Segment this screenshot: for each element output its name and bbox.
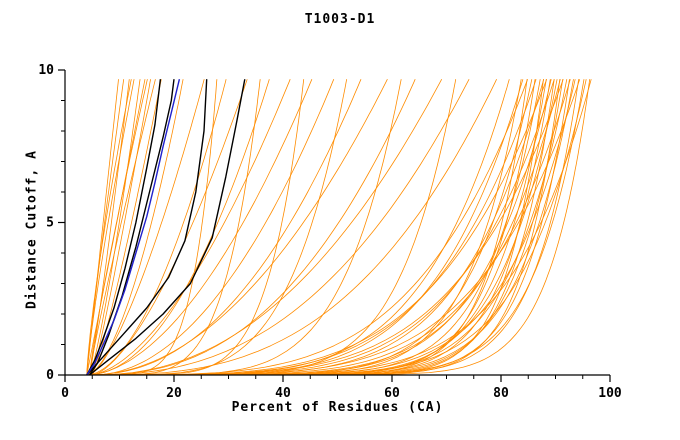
prediction-curve bbox=[92, 79, 552, 376]
prediction-curve bbox=[92, 79, 348, 376]
y-tick-label: 5 bbox=[46, 216, 54, 231]
x-tick-label: 100 bbox=[598, 386, 622, 401]
prediction-curve bbox=[89, 79, 571, 376]
prediction-curve bbox=[86, 79, 270, 376]
black-model-4 bbox=[89, 79, 246, 376]
x-tick-label: 40 bbox=[275, 386, 291, 401]
prediction-curve bbox=[86, 79, 305, 376]
y-tick-label: 10 bbox=[38, 63, 54, 78]
black-model-2 bbox=[88, 79, 175, 376]
prediction-curve bbox=[86, 79, 574, 376]
prediction-curve bbox=[92, 79, 335, 376]
prediction-curve bbox=[89, 79, 388, 376]
prediction-curve bbox=[91, 79, 162, 376]
prediction-curve bbox=[89, 79, 555, 376]
prediction-curve bbox=[86, 79, 591, 376]
prediction-curve bbox=[86, 79, 545, 376]
prediction-curve bbox=[86, 79, 313, 376]
prediction-curve bbox=[89, 79, 548, 376]
chart-title: T1003-D1 bbox=[304, 12, 376, 27]
prediction-curve bbox=[86, 79, 132, 375]
x-tick-label: 60 bbox=[384, 386, 400, 401]
prediction-curve bbox=[86, 79, 537, 376]
black-model-1 bbox=[86, 79, 162, 376]
prediction-curve bbox=[86, 79, 362, 376]
prediction-curve bbox=[91, 79, 151, 376]
prediction-curve bbox=[92, 79, 576, 376]
prediction-curve bbox=[92, 79, 592, 376]
prediction-curve bbox=[89, 79, 497, 376]
highlight-curves bbox=[86, 79, 246, 376]
prediction-curve bbox=[89, 79, 580, 376]
prediction-curve bbox=[86, 79, 568, 376]
prediction-curve bbox=[89, 79, 564, 376]
x-tick-label: 20 bbox=[166, 386, 182, 401]
prediction-curve bbox=[86, 79, 581, 376]
prediction-curve bbox=[86, 79, 561, 376]
prediction-curve bbox=[86, 79, 227, 376]
black-model-3 bbox=[86, 79, 208, 376]
prediction-curve bbox=[89, 79, 587, 376]
x-tick-label: 80 bbox=[493, 386, 509, 401]
prediction-curve bbox=[92, 79, 564, 376]
x-tick-label: 0 bbox=[61, 386, 69, 401]
axes: 0 20 40 60 80 100 0 5 10 bbox=[38, 63, 622, 401]
prediction-curve bbox=[86, 79, 528, 376]
x-axis-label: Percent of Residues (CA) bbox=[231, 400, 444, 415]
prediction-curve bbox=[89, 79, 205, 376]
prediction-curve bbox=[89, 79, 291, 376]
y-axis-label: Distance Cutoff, A bbox=[24, 150, 40, 309]
prediction-curve bbox=[89, 79, 148, 376]
prediction-curve bbox=[86, 79, 135, 375]
prediction-curve bbox=[89, 79, 261, 376]
prediction-curve bbox=[92, 79, 443, 376]
prediction-curve bbox=[89, 79, 141, 376]
prediction-curve bbox=[86, 79, 218, 376]
prediction-curve bbox=[92, 79, 533, 376]
prediction-curve bbox=[92, 79, 547, 376]
prediction-curve bbox=[86, 79, 184, 376]
prediction-curve bbox=[92, 79, 585, 376]
prediction-curve bbox=[86, 79, 510, 376]
prediction-curve bbox=[89, 79, 156, 376]
prediction-curve bbox=[86, 79, 470, 376]
prediction-curve bbox=[86, 79, 522, 376]
prediction-curve bbox=[86, 79, 555, 376]
prediction-curve bbox=[92, 79, 541, 376]
prediction-curves bbox=[86, 79, 592, 376]
prediction-curve bbox=[86, 79, 402, 376]
prediction-curve bbox=[92, 79, 558, 376]
blue-model bbox=[86, 79, 181, 376]
prediction-curve bbox=[92, 79, 570, 376]
prediction-curve bbox=[89, 79, 536, 376]
y-tick-label: 0 bbox=[46, 368, 54, 383]
